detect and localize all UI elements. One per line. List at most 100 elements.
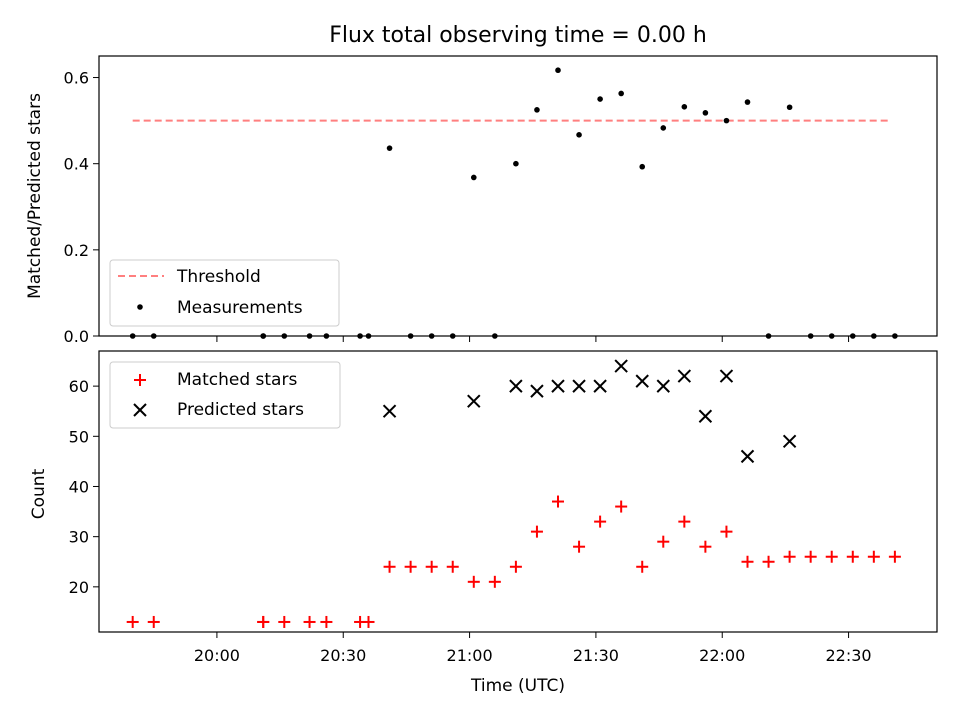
legend-threshold-label: Threshold: [176, 267, 261, 287]
bottom-x-tick-label: 21:30: [573, 646, 619, 665]
predicted-star-stroke-b: [509, 379, 523, 393]
matched-star-point: [257, 615, 270, 628]
top-y-tick-label: 0.6: [64, 69, 89, 88]
predicted-star-stroke-b: [614, 359, 628, 373]
matched-star-point: [530, 525, 543, 538]
bottom-legend: Matched stars Predicted stars: [109, 361, 341, 429]
bottom-panel: 20 30 40 50 60 20:00 20:30 21:00 21:30 22:00 22:3…: [29, 350, 938, 696]
measurement-point: [702, 110, 709, 116]
matched-star-point: [467, 575, 480, 588]
top-legend-box: [109, 259, 340, 327]
measurement-point: [449, 333, 456, 339]
predicted-star-stroke-b: [467, 394, 481, 408]
matched-star-point: [825, 550, 838, 563]
measurement-point: [555, 67, 561, 74]
measurement-point: [260, 333, 267, 339]
bottom-data: [126, 359, 901, 628]
measurement-point: [660, 125, 667, 131]
matched-star-point: [888, 550, 901, 563]
matched-star-point: [573, 540, 586, 553]
bottom-x-tick-label: 22:00: [699, 646, 745, 665]
measurement-point: [323, 333, 330, 339]
predicted-star-point: [530, 384, 544, 398]
bottom-y-tick-label: 30: [69, 528, 89, 547]
matched-star-point: [404, 560, 417, 573]
x-axis-label: Time (UTC): [470, 676, 565, 696]
predicted-star-point: [698, 409, 713, 423]
measurement-point: [871, 333, 877, 339]
bottom-x-ticks: 20:00 20:30 21:00 21:30 22:00 22:30: [194, 632, 872, 665]
top-y-tick-label: 0.4: [64, 155, 89, 174]
matched-star-point: [278, 615, 291, 628]
measurement-point: [828, 333, 835, 339]
measurement-point: [681, 104, 688, 110]
legend-measurements-label: Measurements: [177, 298, 303, 318]
matched-star-point: [320, 615, 333, 628]
predicted-star-stroke-b: [551, 379, 565, 393]
measurement-point: [357, 333, 363, 339]
predicted-star-point: [782, 434, 797, 449]
measurement-point: [849, 333, 856, 339]
predicted-star-point: [467, 394, 481, 408]
matched-star-point: [699, 540, 712, 553]
legend-predicted-swatch: [133, 403, 147, 417]
matched-star-point: [594, 515, 607, 528]
measurement-point: [807, 333, 814, 339]
matched-star-point: [425, 560, 438, 573]
predicted-star-stroke-b: [382, 404, 397, 418]
predicted-star-point: [656, 379, 670, 393]
predicted-star-stroke-b: [677, 369, 692, 383]
matched-star-point: [657, 535, 670, 548]
bottom-x-tick-label: 20:00: [194, 646, 240, 665]
matched-star-point: [615, 500, 628, 513]
measurement-point: [618, 90, 624, 97]
legend-matched-swatch: [134, 374, 146, 386]
top-x-ticks: [216, 336, 850, 342]
bottom-y-ticks: 20 30 40 50 60: [69, 377, 99, 597]
predicted-star-point: [719, 369, 734, 383]
predicted-star-stroke-b: [593, 379, 607, 393]
predicted-star-stroke-b: [572, 379, 586, 393]
chart-title: Flux total observing time = 0.00 h: [329, 23, 707, 48]
matched-star-point: [488, 575, 501, 588]
measurement-point: [129, 333, 136, 339]
measurement-point: [534, 107, 540, 113]
measurement-point: [513, 160, 519, 167]
matched-star-point: [147, 615, 160, 628]
predicted-star-point: [509, 379, 523, 393]
matched-star-point: [362, 615, 375, 628]
predicted-star-point: [635, 374, 649, 388]
top-y-axis-label: Matched/Predicted stars: [25, 93, 45, 299]
measurement-point: [639, 163, 646, 170]
predicted-star-stroke-b: [782, 434, 797, 449]
measurement-point: [386, 145, 393, 151]
matched-star-point: [741, 555, 754, 568]
matched-star-point: [846, 550, 859, 563]
measurement-point: [744, 99, 751, 105]
predicted-star-stroke-b: [656, 379, 670, 393]
bottom-legend-box: [109, 361, 341, 429]
measurement-point: [723, 117, 730, 124]
measurement-point: [470, 174, 477, 181]
predicted-star-point: [382, 404, 397, 418]
predicted-star-point: [740, 449, 755, 464]
matched-star-point: [509, 560, 522, 573]
matched-star-point: [446, 560, 459, 573]
predicted-star-point: [614, 359, 628, 373]
bottom-y-tick-label: 50: [69, 427, 89, 446]
measurement-point: [576, 132, 582, 138]
predicted-star-stroke-b: [698, 409, 713, 423]
predicted-star-point: [593, 379, 607, 393]
legend-predicted-label: Predicted stars: [177, 400, 304, 420]
bottom-y-tick-label: 20: [69, 578, 89, 597]
matched-star-point: [804, 550, 817, 563]
bottom-x-tick-label: 22:30: [826, 646, 872, 665]
matched-star-point: [636, 560, 649, 573]
top-y-ticks: 0.0 0.2 0.4 0.6: [64, 69, 99, 346]
predicted-star-point: [551, 379, 565, 393]
measurement-point: [892, 333, 898, 339]
bottom-x-tick-label: 20:30: [320, 646, 366, 665]
bottom-y-tick-label: 60: [69, 377, 89, 396]
matched-star-point: [552, 495, 565, 508]
